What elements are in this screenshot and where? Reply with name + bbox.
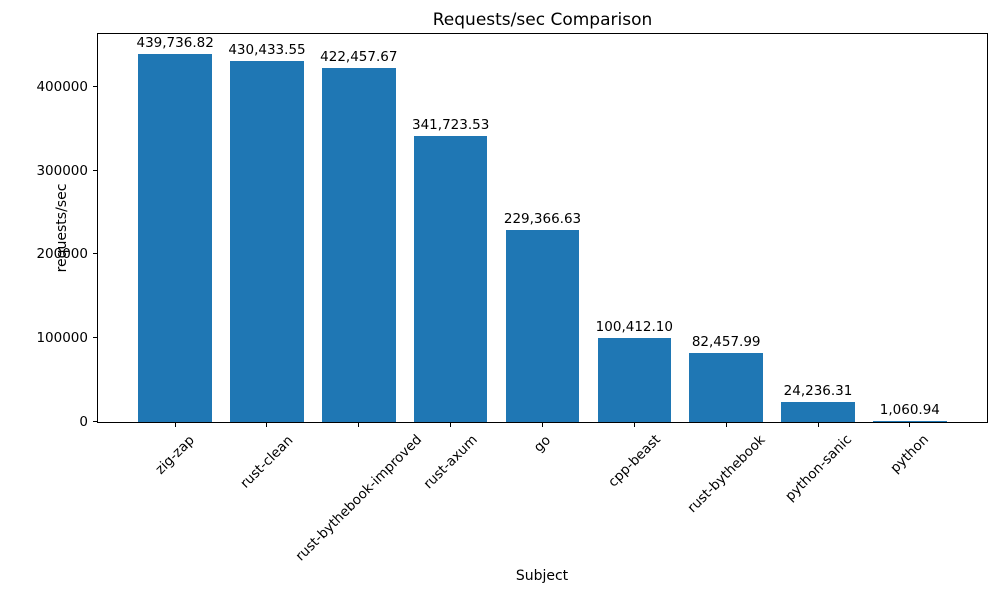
x-tick-mark [266,423,268,427]
bar-value-label: 430,433.55 [228,42,306,59]
y-tick-label: 300000 [36,162,88,179]
x-tick-mark [633,423,635,427]
bar [781,401,855,422]
y-tick-label: 200000 [36,246,88,263]
x-tick-mark [909,423,911,427]
y-tick-mark [93,421,97,422]
x-tick-mark [450,423,452,427]
bar [138,53,212,422]
bar [597,337,672,422]
y-tick-mark [93,86,97,87]
x-tick-label: rust-clean [237,432,297,492]
y-tick-label: 0 [79,414,88,430]
plot-area: 0 100000 200000 300000 400000 439,736.82 zig-z… [36,33,988,565]
x-tick-mark [542,423,543,427]
y-tick-mark [93,170,97,171]
x-tick-label: cpp-beast [604,432,664,491]
x-tick-mark [358,423,360,427]
bar-value-label: 100,412.10 [595,318,673,335]
x-tick-mark [174,423,176,427]
x-tick-label: go [530,432,555,456]
x-axis-label: Subject [515,568,569,584]
bar-value-label: 439,736.82 [136,34,214,51]
y-tick-mark [93,337,97,338]
bar [230,61,304,422]
bar-value-label: 1,060.94 [879,402,940,418]
bar [505,229,580,422]
y-tick-label: 400000 [36,78,88,95]
chart-title: Requests/sec Comparison [432,10,653,30]
bar-value-label: 422,457.67 [320,49,398,66]
bar [873,421,947,422]
x-tick-label: zig-zap [152,431,198,478]
x-tick-label: python-sanic [781,431,855,505]
x-tick-label: rust-bythebook-improved [292,432,425,565]
x-tick-mark [817,423,819,427]
y-tick-label: 100000 [36,330,88,347]
bar [689,352,763,422]
bar-value-label: 341,723.53 [412,116,490,133]
x-tick-mark [725,423,727,427]
bar-value-label: 229,366.63 [503,210,582,227]
bar-value-label: 24,236.31 [783,382,853,399]
bar-value-label: 82,457.99 [691,333,761,350]
bar [322,68,396,422]
x-tick-label: rust-bythebook [684,432,769,517]
x-tick-label: python [887,431,933,477]
y-tick-mark [93,253,97,254]
bar [413,135,488,422]
x-tick-label: rust-axum [420,431,481,493]
